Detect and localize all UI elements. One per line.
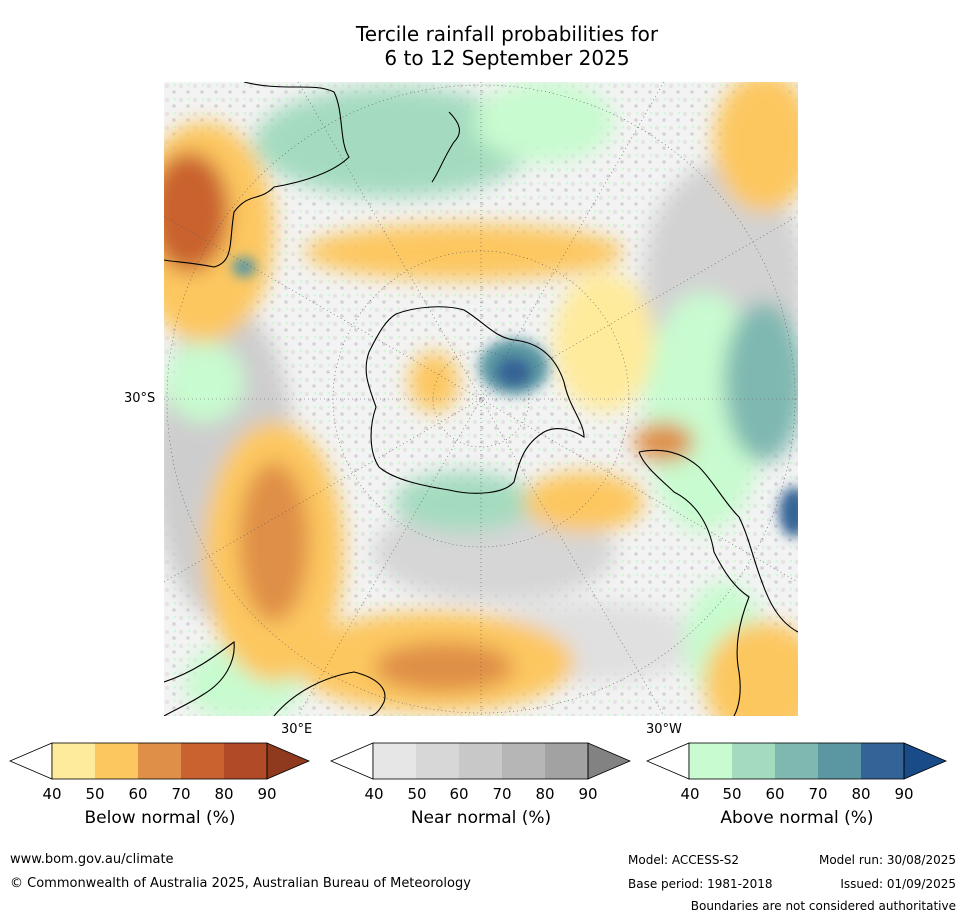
title-line-2: 6 to 12 September 2025 bbox=[384, 46, 630, 70]
colorbar-frame bbox=[372, 742, 589, 780]
tick-label: 90 bbox=[894, 785, 914, 803]
colorbar-segment bbox=[459, 743, 502, 779]
colorbar-segment bbox=[818, 743, 861, 779]
map-svg bbox=[164, 82, 798, 716]
colorbar-segment bbox=[95, 743, 138, 779]
colorbar-segment bbox=[502, 743, 545, 779]
colorbar-above-normal bbox=[645, 742, 948, 780]
colorbar-segment bbox=[861, 743, 904, 779]
colorbar-below-svg bbox=[8, 742, 311, 780]
tick-label: 50 bbox=[722, 785, 742, 803]
colorbar-segment bbox=[689, 743, 732, 779]
colorbar-segment bbox=[52, 743, 95, 779]
colorbar-min-arrow bbox=[8, 742, 53, 780]
boundaries-disclaimer: Boundaries are not considered authoritat… bbox=[690, 899, 956, 913]
graticule bbox=[164, 82, 798, 716]
tick-label: 90 bbox=[578, 785, 598, 803]
title-line-1: Tercile rainfall probabilities for bbox=[355, 22, 659, 46]
colorbar-max-arrow bbox=[587, 742, 632, 780]
colorbar-segment bbox=[373, 743, 416, 779]
lon-label-30e: 30°E bbox=[281, 722, 313, 737]
tick-label: 80 bbox=[535, 785, 555, 803]
colorbar-label-below: Below normal (%) bbox=[84, 808, 236, 828]
map-title: Tercile rainfall probabilities for 6 to … bbox=[0, 22, 965, 70]
tick-label: 90 bbox=[257, 785, 277, 803]
tick-label: 50 bbox=[85, 785, 105, 803]
tick-label: 70 bbox=[171, 785, 191, 803]
tick-label: 40 bbox=[364, 785, 384, 803]
colorbar-below-normal bbox=[8, 742, 311, 780]
lat-label-30s: 30°S bbox=[124, 391, 156, 406]
colorbar-segment bbox=[138, 743, 181, 779]
colorbar-near-normal bbox=[329, 742, 632, 780]
website-link[interactable]: www.bom.gov.au/climate bbox=[10, 852, 174, 867]
coastlines bbox=[164, 82, 798, 716]
probability-field bbox=[164, 82, 798, 716]
colorbar-near-svg bbox=[329, 742, 632, 780]
tick-label: 60 bbox=[128, 785, 148, 803]
tick-label: 40 bbox=[680, 785, 700, 803]
colorbar-segment bbox=[775, 743, 818, 779]
colorbar-segment bbox=[545, 743, 588, 779]
tick-label: 60 bbox=[765, 785, 785, 803]
colorbar-segment bbox=[181, 743, 224, 779]
tick-label: 80 bbox=[851, 785, 871, 803]
colorbar-segment bbox=[416, 743, 459, 779]
colorbar-min-arrow bbox=[645, 742, 690, 780]
model-run-text: Model run: 30/08/2025 bbox=[818, 853, 956, 867]
colorbar-frame bbox=[51, 742, 268, 780]
tick-label: 70 bbox=[492, 785, 512, 803]
tick-label: 50 bbox=[407, 785, 427, 803]
tick-label: 80 bbox=[214, 785, 234, 803]
colorbar-frame bbox=[688, 742, 905, 780]
colorbar-label-above: Above normal (%) bbox=[720, 808, 874, 828]
tick-label: 40 bbox=[42, 785, 62, 803]
colorbar-max-arrow bbox=[903, 742, 948, 780]
tick-label: 70 bbox=[808, 785, 828, 803]
colorbar-segment bbox=[732, 743, 775, 779]
lon-label-30w: 30°W bbox=[646, 722, 682, 737]
tick-label: 60 bbox=[449, 785, 469, 803]
issued-text: Issued: 01/09/2025 bbox=[840, 877, 956, 891]
colorbar-max-arrow bbox=[266, 742, 311, 780]
colorbar-segment bbox=[224, 743, 267, 779]
copyright-text: © Commonwealth of Australia 2025, Austra… bbox=[10, 876, 471, 891]
colorbar-above-svg bbox=[645, 742, 948, 780]
tercile-map bbox=[164, 82, 798, 716]
model-text: Model: ACCESS-S2 bbox=[628, 853, 740, 867]
colorbar-min-arrow bbox=[329, 742, 374, 780]
base-period-text: Base period: 1981-2018 bbox=[628, 877, 773, 891]
colorbar-label-near: Near normal (%) bbox=[410, 808, 552, 828]
